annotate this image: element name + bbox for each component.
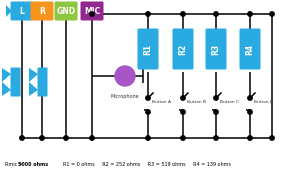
Polygon shape [29, 82, 38, 96]
Circle shape [181, 110, 185, 114]
Circle shape [214, 110, 218, 114]
Circle shape [64, 136, 68, 140]
FancyBboxPatch shape [10, 67, 20, 97]
Circle shape [248, 136, 252, 140]
Circle shape [90, 136, 94, 140]
FancyBboxPatch shape [54, 2, 77, 20]
Circle shape [248, 110, 252, 114]
Circle shape [146, 96, 150, 100]
Text: Button D: Button D [254, 100, 273, 104]
Text: R: R [39, 7, 45, 16]
Text: Rmic =: Rmic = [5, 162, 23, 167]
Text: 5000 ohms: 5000 ohms [18, 162, 48, 167]
Text: Button B: Button B [187, 100, 206, 104]
Text: R4: R4 [246, 43, 255, 54]
Circle shape [115, 66, 135, 86]
FancyBboxPatch shape [239, 29, 260, 70]
FancyBboxPatch shape [10, 2, 33, 20]
Text: GND: GND [56, 7, 76, 16]
Circle shape [181, 136, 185, 140]
Circle shape [214, 12, 218, 16]
Circle shape [270, 12, 274, 16]
Text: Button C: Button C [220, 100, 239, 104]
Text: R1: R1 [143, 43, 152, 54]
Text: Button A: Button A [152, 100, 171, 104]
Circle shape [90, 12, 94, 16]
FancyBboxPatch shape [38, 67, 47, 97]
Circle shape [181, 96, 185, 100]
FancyBboxPatch shape [173, 29, 194, 70]
Circle shape [270, 136, 274, 140]
Circle shape [214, 96, 218, 100]
Circle shape [146, 110, 150, 114]
Text: MIC: MIC [84, 7, 100, 16]
Circle shape [248, 96, 252, 100]
Circle shape [214, 136, 218, 140]
Text: Microphone: Microphone [111, 94, 139, 99]
Circle shape [181, 12, 185, 16]
Text: L: L [19, 7, 24, 16]
Text: R3: R3 [212, 43, 221, 54]
Text: R2: R2 [178, 43, 187, 54]
Polygon shape [2, 82, 11, 96]
Polygon shape [6, 5, 12, 17]
Circle shape [146, 136, 150, 140]
FancyBboxPatch shape [138, 29, 159, 70]
FancyBboxPatch shape [81, 2, 104, 20]
FancyBboxPatch shape [205, 29, 226, 70]
FancyBboxPatch shape [31, 2, 54, 20]
Text: R1 = 0 ohms     R2 = 252 ohms     R3 = 519 ohms     R4 = 139 ohms: R1 = 0 ohms R2 = 252 ohms R3 = 519 ohms … [63, 162, 231, 167]
Polygon shape [2, 68, 11, 82]
Circle shape [40, 136, 44, 140]
Polygon shape [29, 68, 38, 82]
Circle shape [248, 12, 252, 16]
Circle shape [146, 12, 150, 16]
Circle shape [20, 136, 24, 140]
